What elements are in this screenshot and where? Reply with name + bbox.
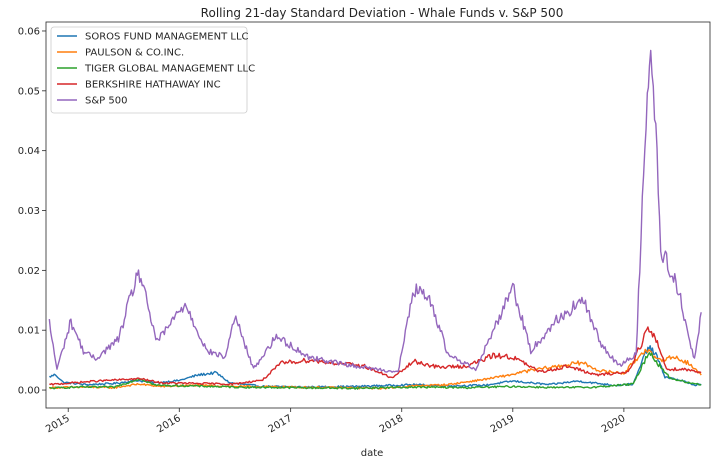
legend-label: SOROS FUND MANAGEMENT LLC <box>85 32 249 43</box>
series-line-tiger-global-management-llc <box>49 352 702 390</box>
x-axis: 2015 2016 2017 2018 2019 2020 <box>44 408 627 435</box>
y-tick-label: 0.03 <box>18 206 40 217</box>
y-tick-label: 0.01 <box>18 326 40 337</box>
x-tick-label: 2020 <box>600 413 628 435</box>
series-line-berkshire-hathaway-inc <box>49 326 702 386</box>
y-tick-label: 0.04 <box>18 146 40 157</box>
legend-box <box>50 26 248 114</box>
chart-title: Rolling 21-day Standard Deviation - Whal… <box>201 6 564 20</box>
y-axis: 0.00 0.01 0.02 0.03 0.04 0.05 0.06 <box>18 26 46 397</box>
legend-label: PAULSON & CO.INC. <box>85 48 184 59</box>
plot-lines <box>48 49 702 390</box>
x-tick-label: 2018 <box>378 413 406 435</box>
x-tick-label: 2016 <box>155 413 183 435</box>
plot-frame <box>45 21 711 409</box>
legend-label: BERKSHIRE HATHAWAY INC <box>85 80 221 91</box>
legend: SOROS FUND MANAGEMENT LLC PAULSON & CO.IN… <box>50 26 255 114</box>
legend-label: TIGER GLOBAL MANAGEMENT LLC <box>84 64 255 75</box>
x-tick-label: 2017 <box>267 413 295 435</box>
legend-label: S&P 500 <box>85 96 127 107</box>
series-line-soros-fund-management-llc <box>49 345 702 389</box>
y-tick-label: 0.05 <box>18 86 40 97</box>
y-tick-label: 0.00 <box>18 386 40 397</box>
x-tick-label: 2015 <box>44 413 72 435</box>
x-axis-label: date <box>361 448 384 459</box>
y-tick-label: 0.06 <box>18 26 40 37</box>
x-tick-label: 2019 <box>489 413 517 435</box>
series-line-s-p-500 <box>48 49 702 373</box>
y-tick-label: 0.02 <box>18 266 40 277</box>
